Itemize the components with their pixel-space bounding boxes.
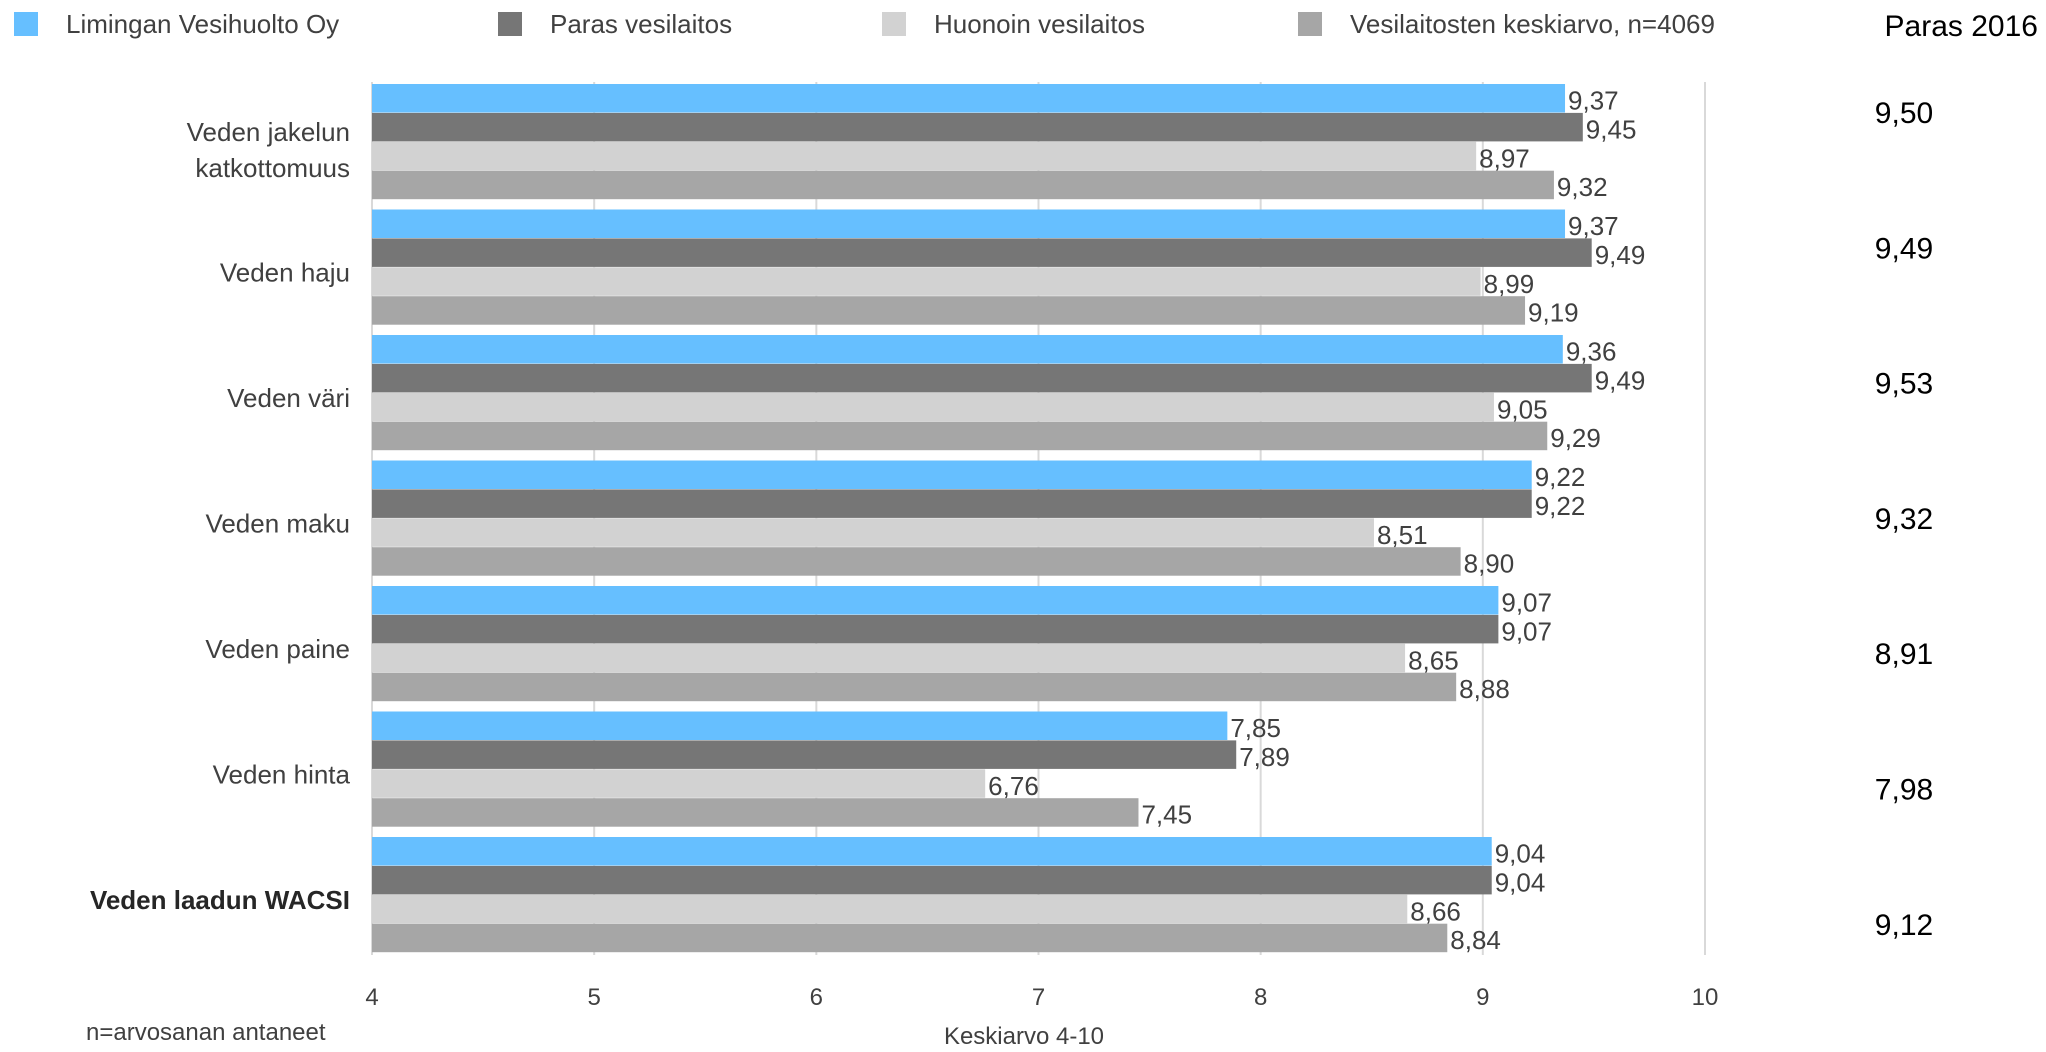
- bar-value-label: 9,07: [1501, 588, 1552, 618]
- bar: [372, 547, 1461, 576]
- bar-value-label: 9,45: [1586, 114, 1637, 144]
- category-label: Veden hinta: [213, 759, 351, 789]
- bar-value-label: 9,37: [1568, 211, 1619, 241]
- legend-swatch: [882, 12, 906, 36]
- bar-value-label: 9,49: [1595, 240, 1646, 270]
- bar: [372, 209, 1566, 238]
- legend: Limingan Vesihuolto Oy Paras vesilaitos Hu…: [14, 9, 1715, 39]
- bar-value-label: 8,97: [1479, 143, 1530, 173]
- bar: [372, 170, 1554, 200]
- legend-swatch: [498, 12, 522, 36]
- legend-entry: Vesilaitosten keskiarvo, n=4069: [1350, 9, 1715, 39]
- bars: 9,379,458,979,329,379,498,999,199,369,49…: [372, 84, 1645, 955]
- category-label: Veden haju: [220, 257, 350, 287]
- category-label: Veden jakelun katkottomuus: [187, 117, 350, 183]
- bar: [372, 865, 1492, 895]
- bar-value-label: 7,45: [1141, 800, 1192, 830]
- bar-value-label: 9,37: [1568, 86, 1619, 116]
- bar-value-label: 9,22: [1535, 462, 1586, 492]
- side-column-value: 7,98: [1875, 774, 1933, 807]
- bar-value-label: 9,49: [1595, 365, 1646, 395]
- side-column-value: 9,53: [1875, 368, 1933, 401]
- side-column-value: 9,32: [1875, 503, 1933, 536]
- x-tick-label: 4: [365, 984, 378, 1011]
- bar-value-label: 9,32: [1557, 172, 1608, 202]
- bar-value-label: 9,36: [1566, 337, 1617, 367]
- bar-value-label: 9,04: [1495, 839, 1546, 869]
- bar: [372, 421, 1548, 451]
- bar: [372, 335, 1563, 364]
- side-column-value: 9,12: [1875, 909, 1933, 942]
- bar: [372, 923, 1448, 953]
- bar-value-label: 8,65: [1408, 645, 1459, 675]
- bar: [372, 894, 1408, 924]
- bar: [372, 363, 1592, 393]
- x-tick-label: 7: [1032, 984, 1045, 1011]
- x-tick-label: 6: [810, 984, 823, 1011]
- bar-value-label: 9,19: [1528, 298, 1579, 328]
- x-axis-label: Keskiarvo 4-10: [944, 1023, 1104, 1050]
- bar-value-label: 6,76: [988, 771, 1039, 801]
- bar: [372, 798, 1139, 827]
- side-column: 9,50 9,49 9,53 9,32 8,91 7,98 9,12: [1875, 97, 1933, 942]
- bar: [372, 614, 1499, 644]
- bar: [372, 711, 1228, 740]
- bar-value-label: 9,29: [1550, 423, 1601, 453]
- side-column-value: 8,91: [1875, 638, 1933, 671]
- category-label: Veden laadun WACSI: [90, 885, 350, 915]
- legend-entry: Huonoin vesilaitos: [934, 9, 1145, 39]
- bar-value-label: 8,84: [1450, 925, 1501, 955]
- bar: [372, 518, 1374, 547]
- bar: [372, 460, 1532, 489]
- legend-entry: Paras vesilaitos: [550, 9, 732, 39]
- x-tick-labels: 4 5 6 7 8 9 10: [365, 984, 1718, 1011]
- category-label: Veden maku: [205, 508, 350, 538]
- bar-value-label: 8,51: [1377, 520, 1428, 550]
- bar: [372, 837, 1492, 866]
- category-label: Veden paine: [205, 634, 350, 664]
- bar-value-label: 8,99: [1484, 269, 1535, 299]
- bar-value-label: 9,04: [1495, 867, 1546, 897]
- side-column-header: Paras 2016: [1885, 10, 2038, 43]
- category-label: Veden väri: [227, 383, 350, 413]
- bar: [372, 238, 1592, 267]
- bar: [372, 141, 1477, 171]
- bar: [372, 112, 1583, 142]
- bar-value-label: 8,66: [1410, 896, 1461, 926]
- bar-value-label: 8,90: [1464, 549, 1515, 579]
- side-column-value: 9,49: [1875, 232, 1933, 265]
- bar: [372, 489, 1532, 518]
- bar: [372, 392, 1494, 422]
- footnote: n=arvosanan antaneet: [86, 1019, 326, 1046]
- bar: [372, 267, 1481, 296]
- category-labels: Veden jakelun katkottomuus Veden haju Veden…: [90, 117, 351, 915]
- bar: [372, 586, 1499, 615]
- legend-entry: Limingan Vesihuolto Oy: [66, 9, 339, 39]
- bar: [372, 296, 1526, 325]
- bar: [372, 672, 1457, 702]
- bar-value-label: 9,07: [1501, 616, 1552, 646]
- bar: [372, 643, 1406, 673]
- side-column-value: 9,50: [1875, 97, 1933, 130]
- bar: [372, 84, 1566, 113]
- legend-swatch: [14, 12, 38, 36]
- bar-value-label: 7,89: [1239, 742, 1290, 772]
- bar-value-label: 9,05: [1497, 394, 1548, 424]
- x-tick-label: 8: [1254, 984, 1267, 1011]
- bar-value-label: 7,85: [1230, 713, 1281, 743]
- x-tick-label: 10: [1692, 984, 1719, 1011]
- bar-value-label: 8,88: [1459, 674, 1510, 704]
- legend-swatch: [1298, 12, 1322, 36]
- x-tick-label: 9: [1476, 984, 1489, 1011]
- bar-value-label: 9,22: [1535, 491, 1586, 521]
- bar: [372, 740, 1237, 769]
- x-tick-label: 5: [587, 984, 600, 1011]
- bar: [372, 769, 986, 798]
